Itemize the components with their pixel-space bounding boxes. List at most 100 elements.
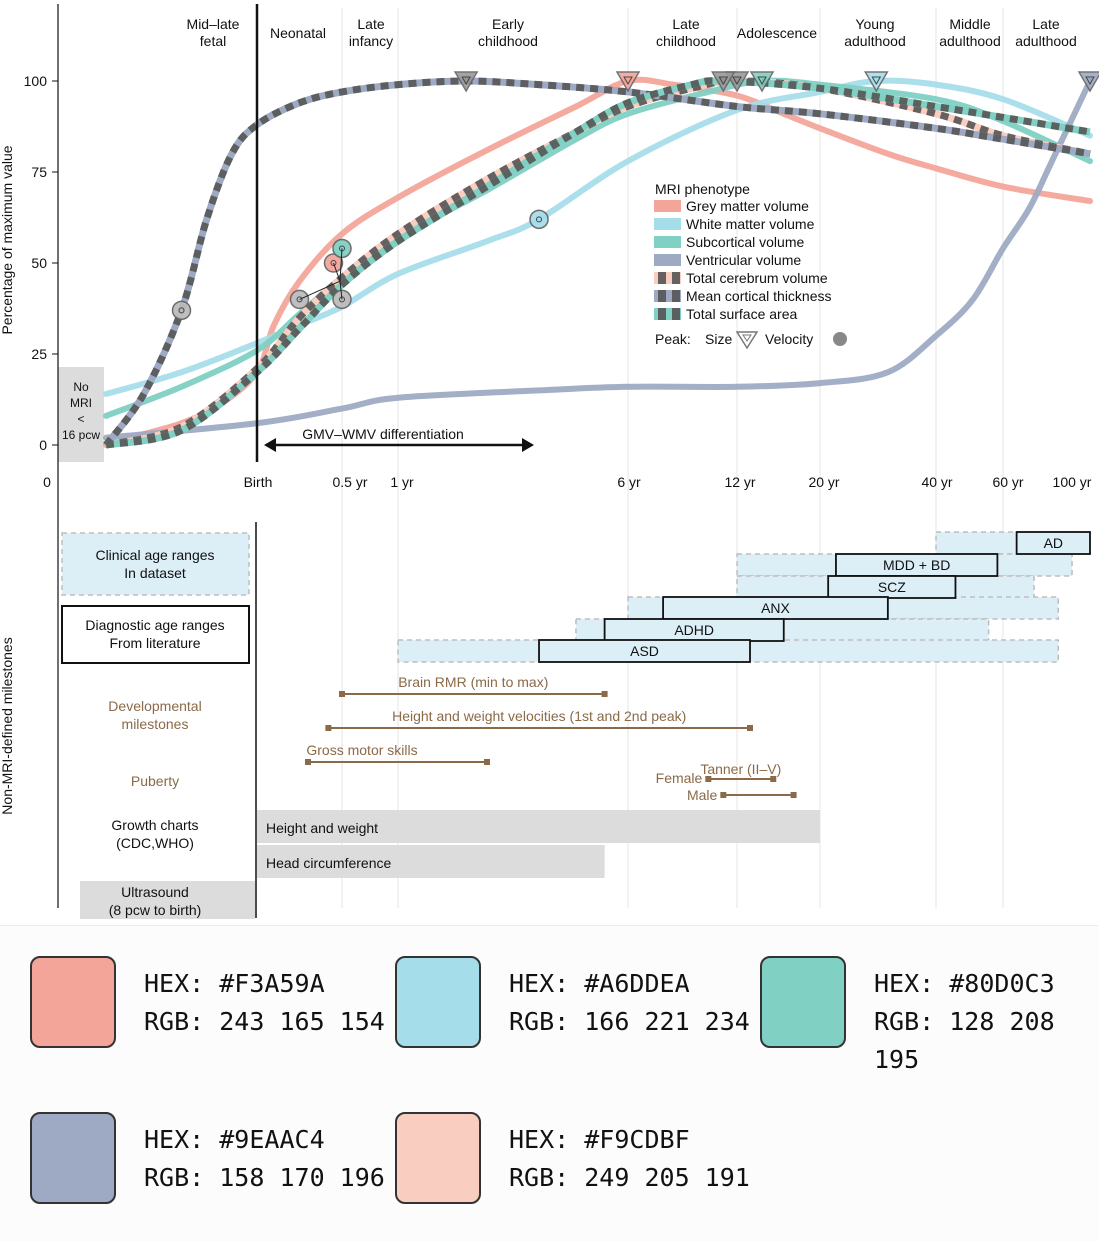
milestones-axis-label: Non-MRI-defined milestones [0, 637, 15, 814]
stage-label-1-line-2: fetal [200, 33, 226, 49]
legend-size-icon [737, 332, 757, 348]
developmental-1-end [602, 691, 608, 697]
developmental-text-1: Brain RMR (min to max) [398, 674, 548, 690]
x-tick-label-1: 0 [43, 474, 51, 490]
gmv-wmv-arrow-right [522, 438, 534, 452]
stage-label-7-line-2: adulthood [844, 33, 906, 49]
developmental-text-3: Gross motor skills [306, 742, 417, 758]
disorder-label-5: ADHD [674, 622, 714, 638]
background-annotations: No MRI <16 pcw [58, 367, 104, 462]
legend-label-7: Total surface area [686, 306, 797, 322]
palette-swatch-1 [30, 956, 116, 1048]
series-line-4 [106, 81, 1090, 438]
puberty-female-label: Female [656, 770, 703, 786]
puberty-male-start [720, 792, 726, 798]
palette-swatch-3 [760, 956, 846, 1048]
legend-label-3: Subcortical volume [686, 234, 804, 250]
legend-label-5: Total cerebrum volume [686, 270, 828, 286]
disorder-label-3: SCZ [878, 579, 906, 595]
stage-label-9-line-2: adulthood [1015, 33, 1077, 49]
stage-label-8-line-2: adulthood [939, 33, 1001, 49]
developmental-2-end [747, 725, 753, 731]
disorder-label-6: ASD [630, 643, 659, 659]
x-tick-label-9: 60 yr [992, 474, 1023, 490]
diagnostic-legend-label-line-1: Diagnostic age ranges [85, 617, 224, 633]
stage-label-6-line-1: Adolescence [737, 25, 817, 41]
legend-swatch-2 [654, 218, 681, 230]
stage-label-5-line-2: childhood [656, 33, 716, 49]
palette-rgb-label-4: RGB: 158 170 196 [144, 1159, 385, 1197]
puberty-label: Puberty [131, 773, 179, 789]
stage-label-4-line-1: Early [492, 16, 524, 32]
x-tick-label-2: Birth [244, 474, 273, 490]
y-tick-label-4: 75 [31, 164, 47, 180]
y-tick-label-2: 25 [31, 346, 47, 362]
legend-label-2: White matter volume [686, 216, 815, 232]
legend-swatch-stripes-5 [654, 272, 681, 284]
legend-swatch-stripes-7 [654, 308, 681, 320]
developmental-label-line-2: milestones [122, 716, 189, 732]
no-mri-label-line-4: 16 pcw [62, 428, 100, 442]
stage-label-3-line-1: Late [357, 16, 384, 32]
clinical-legend-label-line-2: In dataset [124, 565, 186, 581]
stage-label-7-line-1: Young [855, 16, 894, 32]
legend-size-icon-inner [743, 335, 751, 341]
developmental-2-start [325, 725, 331, 731]
stage-label-5-line-1: Late [672, 16, 699, 32]
growth-label-2: Head circumference [266, 855, 391, 871]
stage-label-3-line-2: infancy [349, 33, 393, 49]
growth-charts-label-line-1: Growth charts [111, 817, 198, 833]
developmental-text-2: Height and weight velocities (1st and 2n… [392, 708, 686, 724]
developmental-1-start [339, 691, 345, 697]
stage-label-1-line-1: Mid–late [187, 16, 240, 32]
gmv-wmv-label: GMV–WMV differentiation [302, 426, 464, 442]
ultrasound-label-line-2: (8 pcw to birth) [109, 902, 202, 918]
legend-swatch-4 [654, 254, 681, 266]
y-axis-label: Percentage of maximum value [0, 145, 15, 334]
growth-charts-label-line-2: (CDC,WHO) [116, 835, 194, 851]
x-tick-label-7: 20 yr [808, 474, 839, 490]
palette-rgb-label-2: RGB: 166 221 234 [509, 1003, 750, 1041]
stage-label-4-line-2: childhood [478, 33, 538, 49]
no-mri-label-line-1: No [73, 380, 89, 394]
palette-rgb-label-3: RGB: 128 208 195 [874, 1003, 1099, 1079]
palette-hex-label-3: HEX: #80D0C3 [874, 965, 1099, 1003]
ultrasound-label-line-1: Ultrasound [121, 884, 189, 900]
y-tick-label-3: 50 [31, 255, 47, 271]
legend-swatch-stripes-6 [654, 290, 681, 302]
no-mri-label-line-3: < [77, 412, 84, 426]
growth-curves [106, 80, 1090, 445]
palette-rgb-label-1: RGB: 243 165 154 [144, 1003, 385, 1041]
stage-label-2-line-1: Neonatal [270, 25, 326, 41]
legend-size-label: Size [705, 331, 732, 347]
legend-title: MRI phenotype [655, 181, 750, 197]
no-mri-label-line-2: MRI [70, 396, 92, 410]
disorder-label-1: AD [1044, 535, 1063, 551]
x-tick-label-3: 0.5 yr [332, 474, 367, 490]
palette-hex-label-1: HEX: #F3A59A [144, 965, 385, 1003]
stage-label-9-line-1: Late [1032, 16, 1059, 32]
palette-swatch-2 [395, 956, 481, 1048]
clinical-legend-box [62, 533, 249, 595]
disorder-label-4: ANX [761, 600, 790, 616]
puberty-male-end [791, 792, 797, 798]
palette-hex-label-2: HEX: #A6DDEA [509, 965, 750, 1003]
legend-label-6: Mean cortical thickness [686, 288, 832, 304]
peak-velocity-marker-2 [530, 210, 548, 228]
x-tick-label-6: 12 yr [724, 474, 755, 490]
y-tick-label-1: 0 [39, 437, 47, 453]
palette-rgb-label-5: RGB: 249 205 191 [509, 1159, 750, 1197]
puberty-male-label: Male [687, 787, 718, 803]
diagnostic-legend-label-line-2: From literature [109, 635, 200, 651]
developmental-3-start [305, 759, 311, 765]
growth-label-1: Height and weight [266, 820, 378, 836]
legend-peak-label: Peak: [655, 331, 691, 347]
